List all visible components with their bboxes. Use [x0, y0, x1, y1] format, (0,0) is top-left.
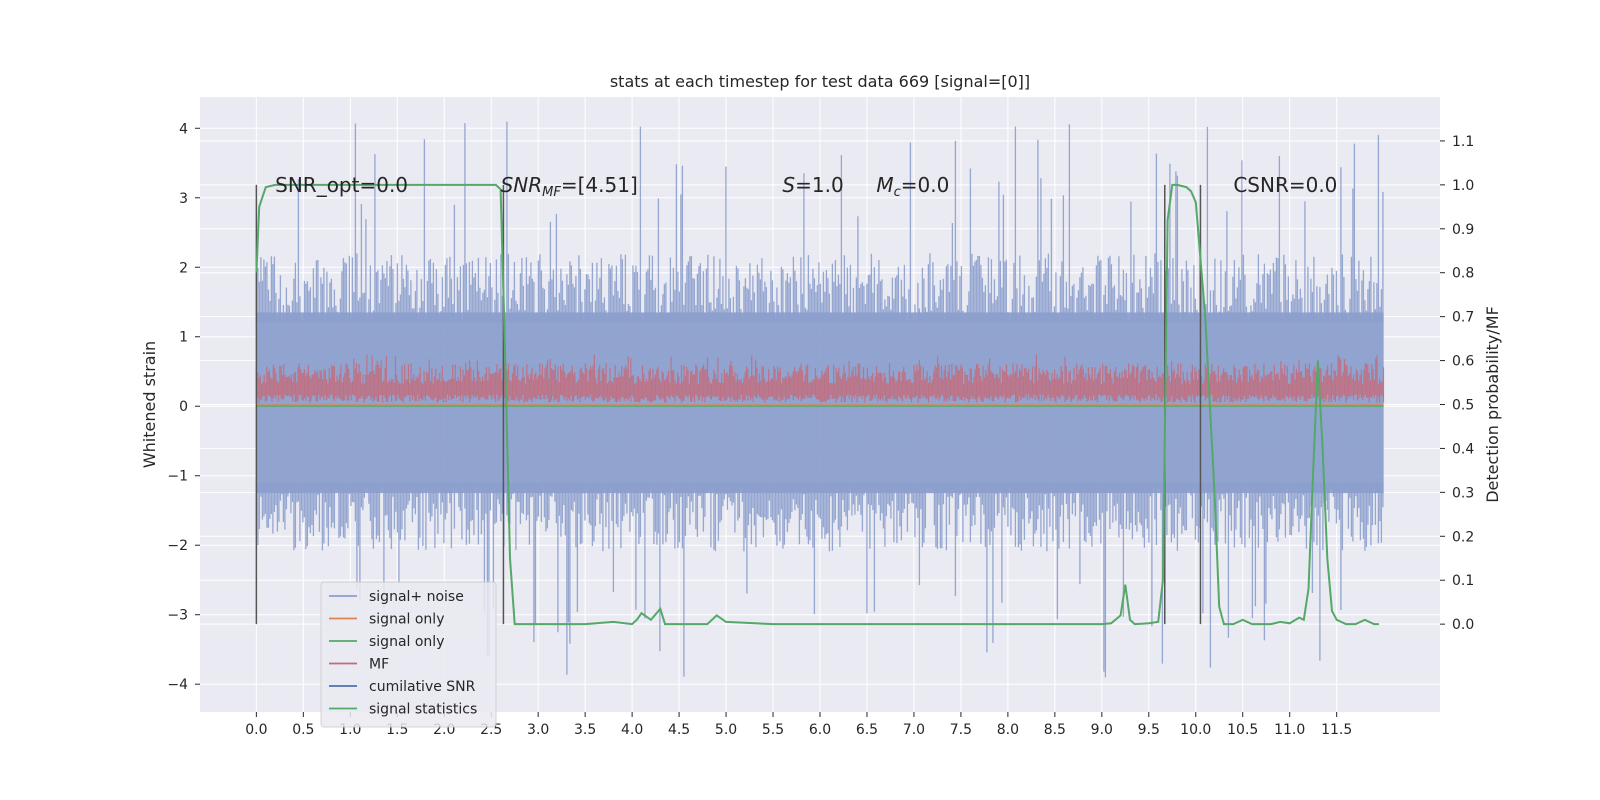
y-left-tick-label: −4 [167, 677, 188, 693]
x-tick-label: 6.5 [856, 722, 878, 738]
x-tick-label: 8.0 [997, 722, 1019, 738]
y-right-tick-label: 0.9 [1452, 222, 1474, 238]
y-left-tick-label: 1 [179, 330, 188, 346]
annotation-value: =0.0 [901, 173, 950, 197]
y-axis-right-label: Detection probability/MF [1483, 306, 1502, 503]
series-detection-probability [255, 183, 1379, 626]
chart-title: stats at each timestep for test data 669… [610, 72, 1030, 91]
annotation-value: =[4.51] [561, 173, 638, 197]
x-tick-label: 3.5 [574, 722, 596, 738]
x-tick-label: 10.0 [1180, 722, 1211, 738]
y-right-tick-label: 0.1 [1452, 573, 1474, 589]
y-right-tick-label: 0.5 [1452, 398, 1474, 414]
y-right-tick-label: 0.7 [1452, 310, 1474, 326]
x-tick-label: 0.0 [245, 722, 267, 738]
series-signal-plus-noise [255, 121, 1384, 678]
annotation-symbol: S [782, 173, 795, 197]
legend-label: cumilative SNR [369, 679, 476, 695]
annotation-subscript: MF [542, 185, 561, 200]
legend-label: signal+ noise [369, 589, 464, 605]
y-right-tick-label: 0.8 [1452, 266, 1474, 282]
y-left-tick-label: −2 [167, 538, 188, 554]
x-tick-label: 7.5 [950, 722, 972, 738]
x-tick-label: 4.0 [621, 722, 643, 738]
detection-probability-line [255, 183, 1379, 626]
y-left-tick-label: 2 [179, 260, 188, 276]
x-tick-label: 3.0 [527, 722, 549, 738]
x-tick-label: 11.0 [1274, 722, 1305, 738]
y-left-tick-label: 4 [179, 121, 188, 137]
x-tick-label: 11.5 [1321, 722, 1352, 738]
legend-label: signal statistics [369, 702, 477, 718]
x-tick-label: 5.5 [762, 722, 784, 738]
noise-core [256, 312, 1384, 494]
series-signal-only [256, 404, 1384, 407]
y-left-tick-label: −3 [167, 608, 188, 624]
annotation-value: =1.0 [795, 173, 844, 197]
x-tick-label: 7.0 [903, 722, 925, 738]
legend-box [320, 581, 497, 728]
annotations: SNR_opt=0.0 SNRMF=[4.51] S=1.0 Mc=0.0 CSNR=0… [275, 173, 1337, 200]
annotation: SNR_opt=0.0 [275, 173, 408, 197]
x-tick-label: 6.0 [809, 722, 831, 738]
annotation: Mc=0.0 [876, 173, 949, 200]
x-tick-label: 4.5 [668, 722, 690, 738]
annotation-symbol: M [876, 173, 893, 197]
x-tick-label: 8.5 [1044, 722, 1066, 738]
annotation-subscript: c [894, 185, 901, 200]
y-axis-right: 1.1 1.0 0.9 0.8 0.7 0.6 0.5 0.4 0.3 0.2 0.1 0.0 [1440, 134, 1474, 633]
legend-label: signal only [369, 634, 444, 650]
x-tick-label: 0.5 [292, 722, 314, 738]
y-right-tick-label: 1.1 [1452, 134, 1474, 150]
y-right-tick-label: 0.3 [1452, 485, 1474, 501]
y-axis-left-label: Whitened strain [140, 341, 159, 468]
annotation-symbol: SNR [501, 173, 543, 197]
legend-label: MF [369, 657, 389, 673]
y-left-tick-label: −1 [167, 469, 188, 485]
x-tick-label: 9.0 [1091, 722, 1113, 738]
y-right-tick-label: 0.0 [1452, 617, 1474, 633]
legend-label: signal only [369, 612, 444, 628]
y-left-tick-label: 0 [179, 399, 188, 415]
x-tick-label: 9.5 [1138, 722, 1160, 738]
annotation: SNRMF=[4.51] [501, 173, 638, 200]
y-axis-left: 4 3 2 1 0 −1 −2 −3 −4 [167, 121, 200, 693]
x-tick-label: 5.0 [715, 722, 737, 738]
x-tick-label: 10.5 [1227, 722, 1258, 738]
y-right-tick-label: 0.2 [1452, 529, 1474, 545]
y-right-tick-label: 0.4 [1452, 441, 1474, 457]
annotation: S=1.0 [782, 173, 843, 197]
y-right-tick-label: 1.0 [1452, 178, 1474, 194]
annotation: CSNR=0.0 [1233, 173, 1337, 197]
legend: signal+ noise signal only signal only MF cum… [320, 581, 497, 728]
y-right-tick-label: 0.6 [1452, 354, 1474, 370]
y-left-tick-label: 3 [179, 191, 188, 207]
